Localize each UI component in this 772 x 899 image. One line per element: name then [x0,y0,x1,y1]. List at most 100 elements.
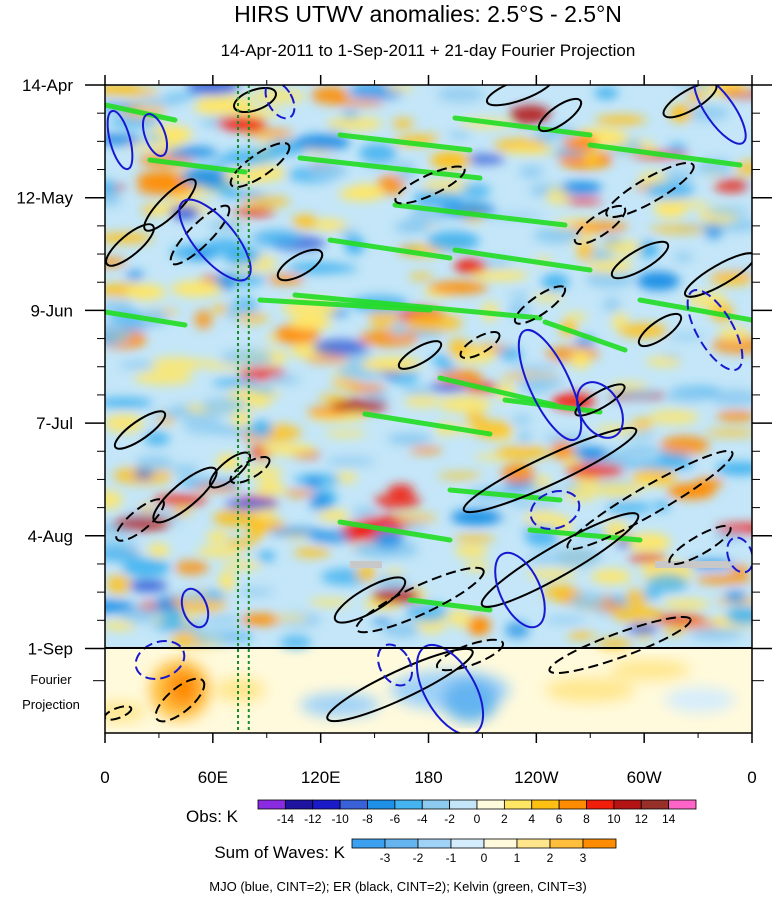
kelvin-contour [392,202,568,228]
anomaly-cell [121,558,171,578]
colorbar-level-label: -14 [277,812,295,826]
missing-data-patch [655,561,730,568]
colorbar-level-label: 6 [556,812,563,826]
anomaly-cell [570,350,591,370]
x-tick-label: 60W [627,768,662,787]
anomaly-cell [148,543,170,558]
colorbar-level-label: -1 [446,851,457,865]
anomaly-cell [426,231,480,251]
y-tick-label: 12-May [16,189,73,208]
anomaly-cell [361,357,421,372]
colorbar-swatch [476,799,505,810]
anomaly-cell [206,531,229,544]
anomaly-cell [331,399,389,413]
anomaly-cell [404,394,441,408]
anomaly-cell [138,505,157,513]
anomaly-cell [594,87,619,100]
anomaly-cell [209,96,253,114]
colorbar-swatch [531,799,560,810]
anomaly-cell [212,377,259,389]
anomaly-cell [212,304,230,314]
kelvin-contour [637,297,752,323]
anomaly-cell [505,621,530,639]
anomaly-cell [725,606,752,626]
anomaly-cell [619,323,668,338]
anomaly-cell [309,599,351,606]
projection-anomaly-cell [215,678,265,702]
anomaly-cell [721,90,752,98]
anomaly-cell [659,435,710,455]
waves-colorbar: -3 -2 -1 0 1 2 3 [351,838,617,865]
er-contour [548,615,692,675]
anomaly-cell [471,270,528,281]
anomaly-cell [587,259,633,273]
anomaly-cell [105,233,154,244]
anomaly-cell [437,472,482,479]
reference-lines [236,85,250,733]
anomaly-cell [244,129,294,137]
anomaly-cell [551,547,602,568]
anomaly-cell [312,339,368,356]
kelvin-contour [362,411,493,437]
x-tick-label: 120E [301,768,341,787]
anomaly-cell [627,623,658,636]
colorbar-swatch [394,799,423,810]
mjo-contour [517,328,583,442]
anomaly-cell [105,600,135,614]
anomaly-cell [284,490,316,497]
anomaly-cell [172,464,200,476]
anomaly-cell [448,131,472,140]
er-contour [537,97,583,133]
colorbar-level-label: -12 [304,812,322,826]
anomaly-cell [217,116,267,131]
anomaly-cell [240,196,290,208]
waves-colorbar-label: Sum of Waves: K [214,843,345,862]
anomaly-cell [450,508,502,526]
anomaly-cell [305,356,350,363]
anomaly-cell [309,491,329,511]
mjo-contour [415,643,485,733]
anomaly-cell [565,462,624,479]
projection-anomaly-cell [442,678,498,722]
anomaly-cell [194,310,213,329]
anomaly-cell [564,197,603,205]
x-tick-label: 180 [414,768,442,787]
mjo-contour [106,109,134,171]
anomaly-cell [224,499,279,510]
er-contour [333,576,407,624]
colorbar-swatch [516,838,551,849]
er-contour [105,705,133,721]
anomaly-cell [526,569,578,578]
projection-texture [105,660,735,722]
y-tick-label: 1-Sep [28,639,73,658]
er-contour [229,141,291,189]
er-contour [462,426,638,514]
anomaly-cell [641,589,662,600]
anomaly-cell [422,179,472,193]
anomaly-cell [377,174,406,195]
anomaly-cell [718,326,750,342]
anomaly-cell [309,164,349,179]
anomaly-cell [226,538,258,548]
anomaly-cell [627,533,671,552]
anomaly-cell [119,360,156,370]
anomaly-cell [153,493,208,506]
anomaly-cell [662,599,710,609]
anomaly-cell [139,132,165,143]
anomaly-cell [564,487,597,502]
anomaly-cell [293,547,331,558]
er-contour [105,223,155,267]
anomaly-cell [525,487,565,497]
kelvin-contour [327,237,453,261]
x-tick-label: 120W [514,768,558,787]
anomaly-cell [125,270,144,281]
mjo-contour [134,640,186,680]
anomaly-cell [205,425,262,436]
anomaly-cell [105,621,136,630]
colorbar-swatch [421,799,451,810]
er-contour [394,165,466,205]
er-contour [637,312,683,348]
kelvin-contour [297,155,483,181]
er-contour [480,512,640,608]
chart-footer: MJO (blue, CINT=2); ER (black, CINT=2); … [209,879,586,894]
